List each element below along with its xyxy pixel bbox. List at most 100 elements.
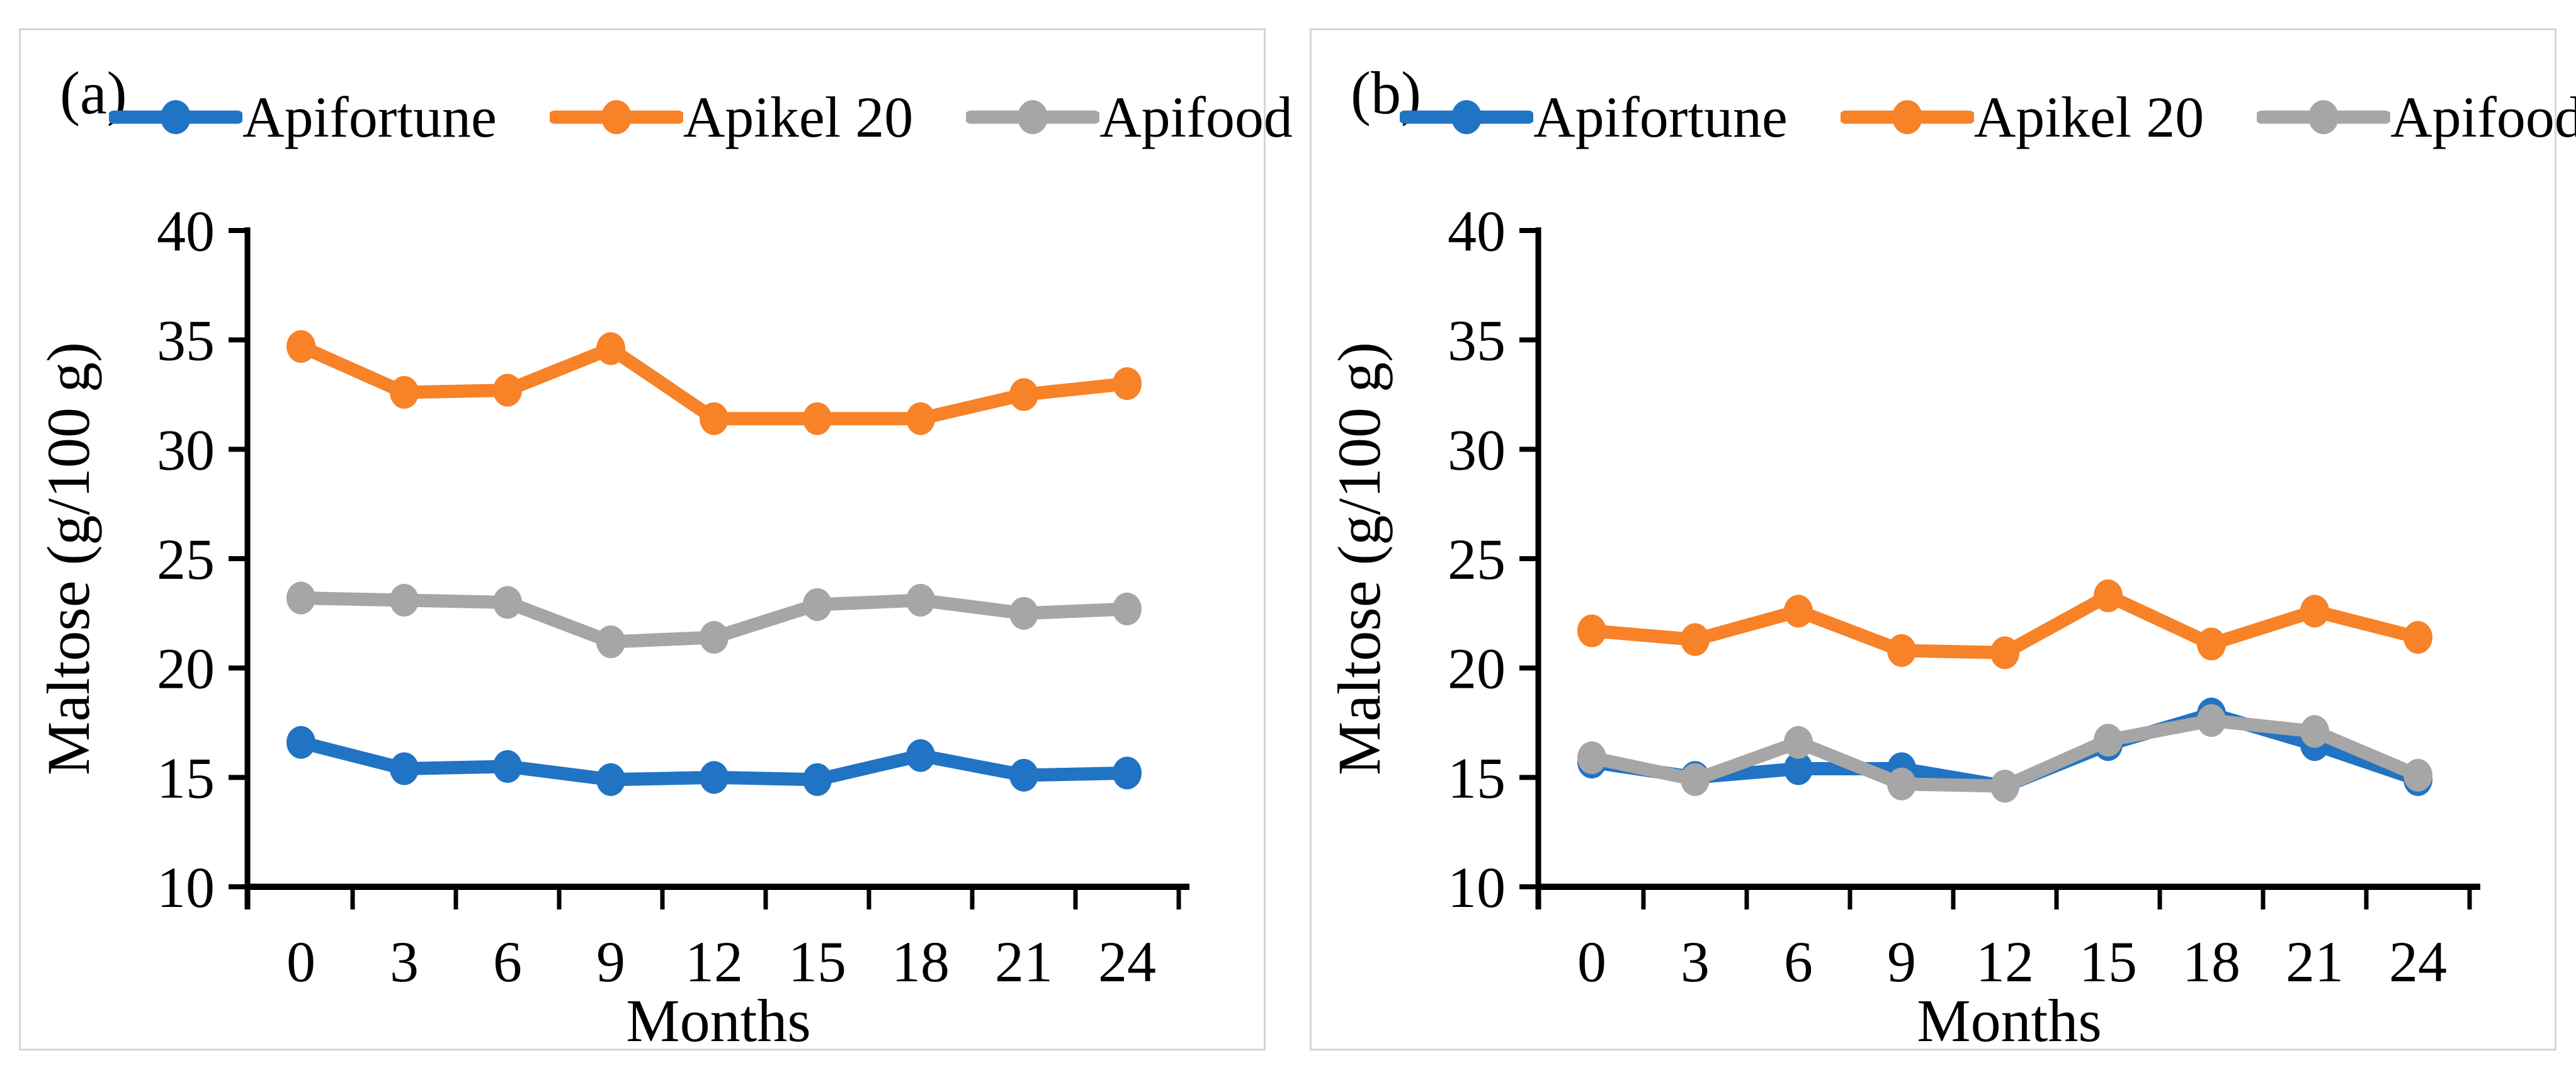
y-tick-label: 15 xyxy=(1448,746,1506,810)
legend-item-apifortune: Apifortune xyxy=(1400,88,1788,146)
data-point-apikel-20 xyxy=(1577,614,1606,647)
data-point-apikel-20 xyxy=(1009,378,1038,411)
data-point-apifood xyxy=(700,621,729,654)
data-point-apikel-20 xyxy=(2094,579,2123,613)
x-tick-label: 21 xyxy=(2286,930,2344,994)
legend-dot xyxy=(1018,100,1048,134)
x-tick-label: 15 xyxy=(2079,930,2137,994)
legend-marker-apifortune-icon xyxy=(109,100,243,134)
x-tick-label: 6 xyxy=(493,930,522,994)
data-point-apikel-20 xyxy=(906,402,935,435)
y-tick-label: 20 xyxy=(1448,637,1506,701)
y-tick-label: 25 xyxy=(1448,527,1506,591)
legend-item-apikel-20: Apikel 20 xyxy=(1840,85,2204,149)
y-tick-label: 10 xyxy=(157,855,215,920)
panel-b-plot: 10 15 20 25 30 35 40 0 3 6 9 12 15 18 21 24 Months Maltos… xyxy=(1325,199,2480,1049)
legend-label-apifood: Apifood xyxy=(1099,85,1293,149)
y-tick-label: 35 xyxy=(157,309,215,373)
legend-marker-apikel-20-icon xyxy=(549,100,683,134)
legend-item-apikel-20: Apikel 20 xyxy=(549,85,914,149)
y-tick-label: 20 xyxy=(157,637,215,701)
y-tick-label: 10 xyxy=(1448,855,1506,920)
data-point-apifortune xyxy=(803,763,832,796)
legend-marker-apifood-icon xyxy=(966,100,1100,134)
x-tick-label: 24 xyxy=(1098,930,1156,994)
y-tick-label: 30 xyxy=(157,418,215,482)
data-point-apikel-20 xyxy=(2300,595,2329,628)
legend-item-apifood: Apifood xyxy=(966,88,1293,146)
data-point-apikel-20 xyxy=(700,402,729,435)
y-tick-label: 40 xyxy=(1448,199,1506,263)
panel-a: (a) Apifortune Apikel 20 Apifood 10 15 20 25 3… xyxy=(19,28,1293,1051)
y-tick-label: 25 xyxy=(157,527,215,591)
x-tick-label: 18 xyxy=(892,930,950,994)
x-tick-label: 18 xyxy=(2182,930,2240,994)
x-tick-label: 15 xyxy=(788,930,846,994)
data-point-apifood xyxy=(1681,763,1710,796)
legend-marker-apifood-icon xyxy=(2257,100,2391,134)
data-point-apikel-20 xyxy=(596,332,625,365)
data-point-apifortune xyxy=(1784,752,1813,785)
data-point-apikel-20 xyxy=(390,376,419,409)
data-point-apikel-20 xyxy=(1113,367,1142,401)
data-point-apikel-20 xyxy=(1784,595,1813,628)
data-point-apifood xyxy=(596,625,625,658)
legend-dot xyxy=(601,100,632,134)
data-point-apikel-20 xyxy=(287,330,315,363)
data-point-apifortune xyxy=(493,749,522,783)
legend-item-apifortune: Apifortune xyxy=(109,88,497,146)
x-tick-label: 3 xyxy=(390,930,419,994)
legend-label-apikel-20: Apikel 20 xyxy=(1973,85,2204,149)
y-axis-title: Maltose (g/100 g) xyxy=(35,342,102,775)
legend-dot xyxy=(1892,100,1922,134)
data-point-apifood xyxy=(906,583,935,617)
x-tick-label: 12 xyxy=(1976,930,2034,994)
x-tick-label: 0 xyxy=(287,930,315,994)
data-point-apifood xyxy=(2300,715,2329,748)
data-point-apifood xyxy=(2197,704,2226,738)
data-point-apifood xyxy=(493,586,522,619)
data-point-apifood xyxy=(2403,758,2432,792)
x-tick-label: 3 xyxy=(1681,930,1710,994)
legend-label-apikel-20: Apikel 20 xyxy=(683,85,914,149)
data-point-apifood xyxy=(803,588,832,621)
legend-dot xyxy=(161,100,191,134)
data-point-apikel-20 xyxy=(1990,636,2019,670)
data-point-apifood xyxy=(1113,592,1142,625)
data-point-apifortune xyxy=(1113,756,1142,790)
y-tick-label: 35 xyxy=(1448,309,1506,373)
data-point-apifortune xyxy=(287,726,315,759)
legend-item-apifood: Apifood xyxy=(2257,88,2576,146)
x-tick-label: 9 xyxy=(1887,930,1916,994)
legend-label-apifortune: Apifortune xyxy=(242,85,497,149)
data-point-apifood xyxy=(1887,767,1916,801)
legend-label-apifortune: Apifortune xyxy=(1533,85,1788,149)
data-point-apikel-20 xyxy=(803,402,832,435)
y-tick-label: 30 xyxy=(1448,418,1506,482)
x-axis-title: Months xyxy=(626,987,810,1049)
x-tick-label: 0 xyxy=(1577,930,1606,994)
panel-b: (b) Apifortune Apikel 20 Apifood 10 15 20 25 3… xyxy=(1310,28,2576,1051)
x-tick-label: 21 xyxy=(995,930,1053,994)
data-point-apifortune xyxy=(1009,758,1038,792)
legend-dot xyxy=(2308,100,2339,134)
y-tick-label: 40 xyxy=(157,199,215,263)
data-point-apikel-20 xyxy=(1887,634,1916,667)
data-point-apifortune xyxy=(906,739,935,772)
legend-marker-apikel-20-icon xyxy=(1840,100,1974,134)
data-point-apifood xyxy=(287,581,315,615)
data-point-apifortune xyxy=(596,763,625,796)
x-tick-label: 24 xyxy=(2389,930,2447,994)
panel-a-legend: Apifortune Apikel 20 Apifood xyxy=(109,85,1293,149)
data-point-apifood xyxy=(1577,741,1606,775)
x-tick-label: 9 xyxy=(596,930,625,994)
panel-a-plot: 10 15 20 25 30 35 40 0 3 6 9 12 15 18 21 24 Months Maltos… xyxy=(35,199,1189,1049)
legend-dot xyxy=(1451,100,1482,134)
data-point-apifood xyxy=(1009,596,1038,630)
data-point-apifood xyxy=(1990,770,2019,803)
data-point-apikel-20 xyxy=(493,373,522,407)
data-point-apikel-20 xyxy=(2197,627,2226,661)
panel-b-legend: Apifortune Apikel 20 Apifood xyxy=(1400,85,2576,149)
data-point-apifortune xyxy=(390,752,419,785)
